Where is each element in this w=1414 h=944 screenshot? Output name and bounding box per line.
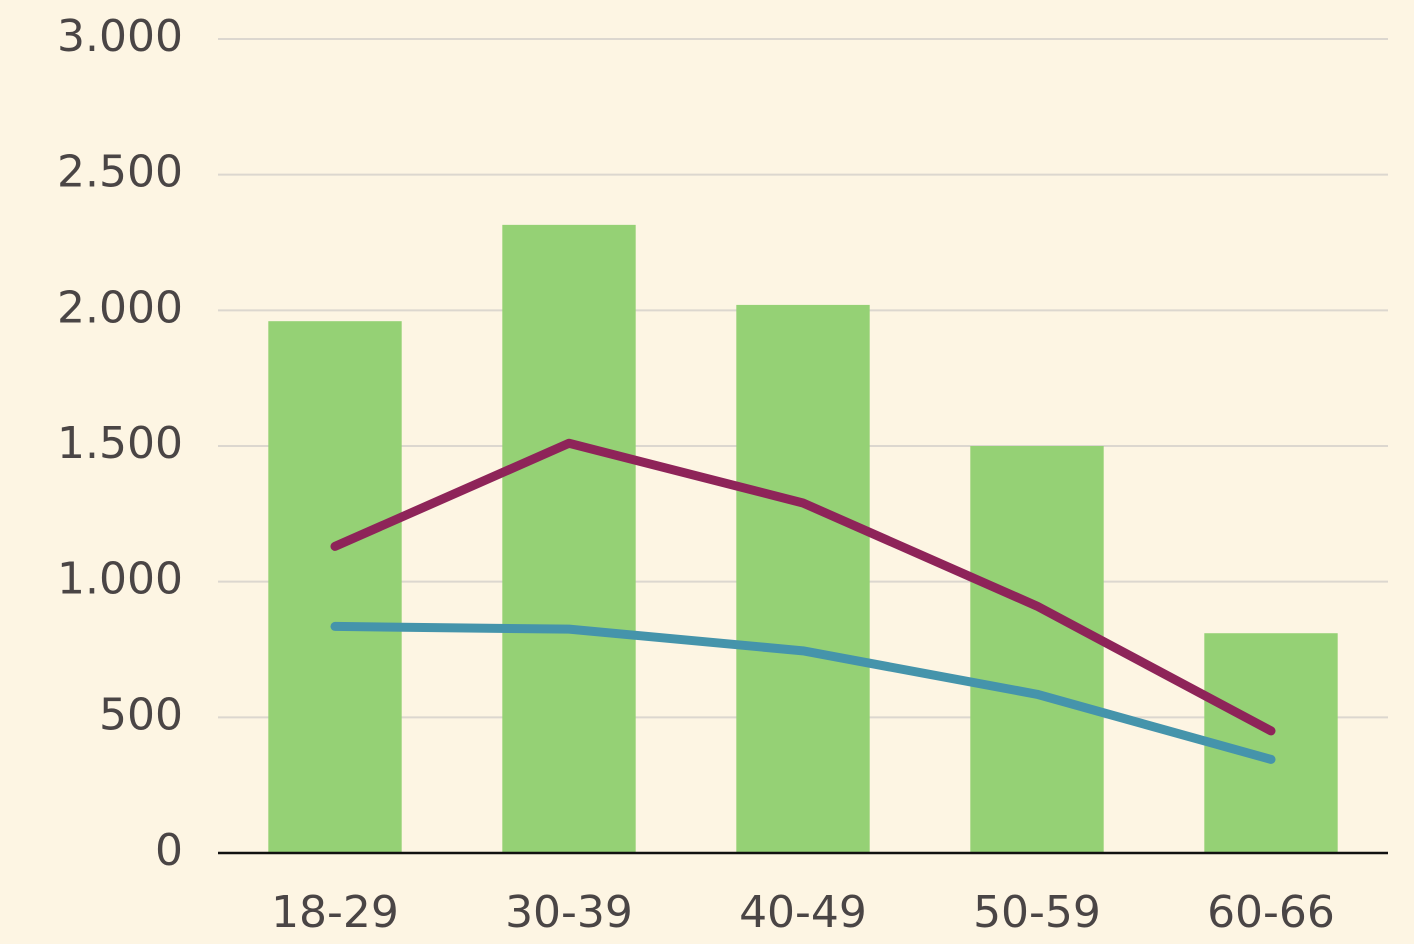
- y-tick-label: 2.500: [57, 147, 183, 198]
- x-tick-label: 50-59: [973, 887, 1101, 938]
- y-tick-label: 3.000: [57, 11, 183, 62]
- y-tick-label: 1.000: [57, 554, 183, 605]
- bar: [736, 304, 870, 853]
- bar: [268, 321, 402, 854]
- bar: [502, 224, 636, 853]
- y-tick-label: 500: [99, 689, 183, 740]
- y-tick-label: 2.000: [57, 282, 183, 333]
- x-tick-label: 18-29: [271, 887, 399, 938]
- x-tick-label: 60-66: [1207, 887, 1335, 938]
- x-tick-label: 40-49: [739, 887, 867, 938]
- line: [330, 438, 1276, 736]
- line: [330, 621, 1276, 764]
- y-tick-label: 0: [155, 825, 183, 876]
- bar: [970, 446, 1104, 853]
- x-tick-label: 30-39: [505, 887, 633, 938]
- y-tick-label: 1.500: [57, 418, 183, 469]
